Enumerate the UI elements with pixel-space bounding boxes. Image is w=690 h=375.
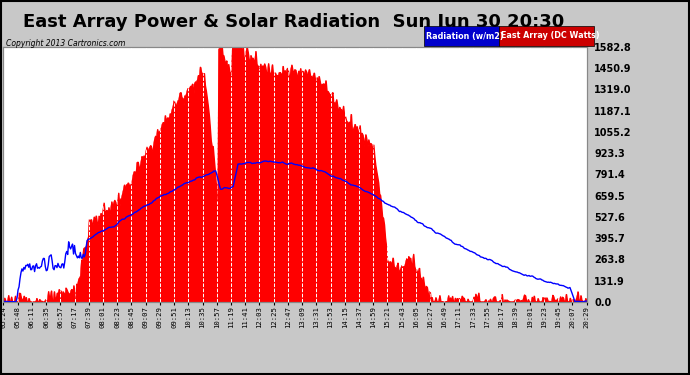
Text: East Array (DC Watts): East Array (DC Watts) bbox=[501, 32, 600, 40]
Text: East Array Power & Solar Radiation  Sun Jun 30 20:30: East Array Power & Solar Radiation Sun J… bbox=[23, 13, 564, 31]
Text: Copyright 2013 Cartronics.com: Copyright 2013 Cartronics.com bbox=[6, 39, 125, 48]
Text: Radiation (w/m2): Radiation (w/m2) bbox=[426, 32, 504, 40]
